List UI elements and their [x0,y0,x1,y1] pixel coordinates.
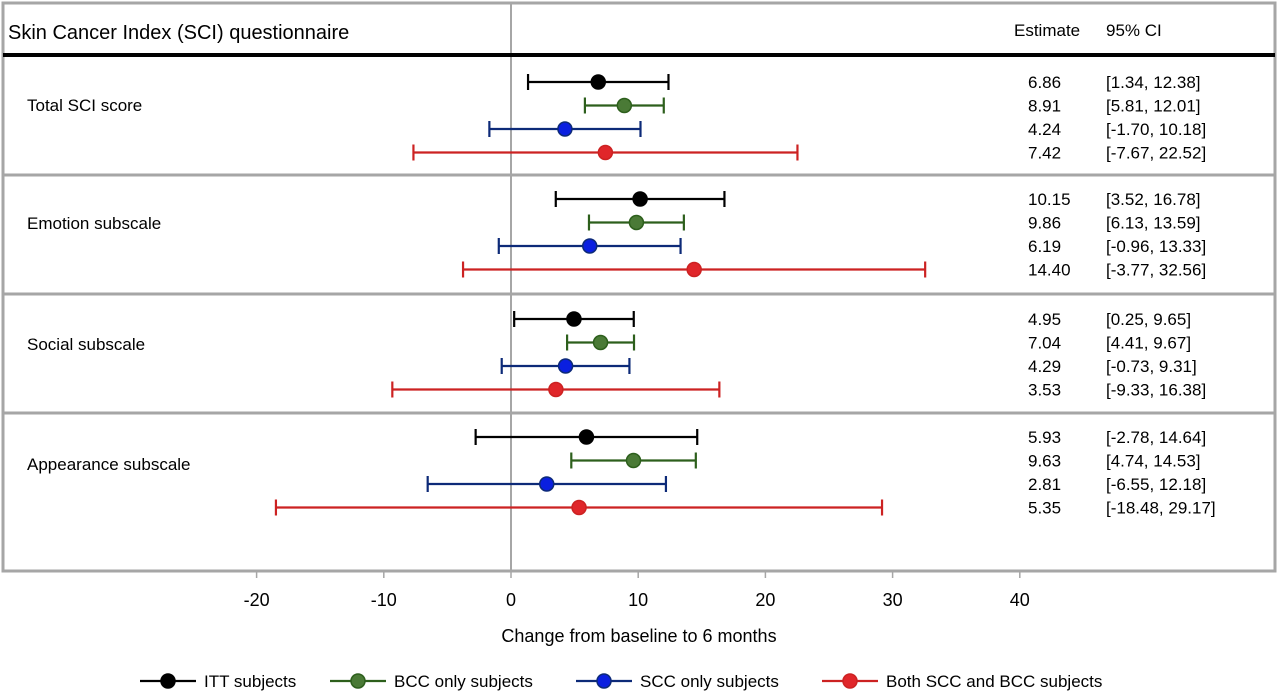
ci-value: [-7.67, 22.52] [1106,144,1206,163]
estimate-value: 4.24 [1028,120,1061,139]
estimate-point [632,191,648,207]
estimate-value: 6.19 [1028,237,1061,256]
estimate-point [616,97,633,114]
estimate-value: 7.42 [1028,144,1061,163]
estimate-point [566,311,582,327]
ci-value: [0.25, 9.65] [1106,310,1191,329]
legend: ITT subjects BCC only subjects SCC only su… [140,672,1102,691]
estimate-point [625,452,642,469]
legend-label: BCC only subjects [394,672,533,691]
estimate-value: 5.35 [1028,499,1061,518]
legend-marker [350,673,366,689]
x-tick-label: 10 [628,590,648,610]
group-label-total: Total SCI score [27,96,142,115]
estimate-point [628,214,645,231]
legend-marker [160,673,176,689]
estimate-value: 9.86 [1028,214,1061,233]
estimate-value: 2.81 [1028,475,1061,494]
x-axis-ticks: -20 -10 0 10 20 30 40 [244,571,1030,610]
x-tick-label: 30 [883,590,903,610]
estimate-point [686,261,702,278]
estimate-header: Estimate [1014,21,1080,40]
ci-value: [-2.78, 14.64] [1106,428,1206,447]
ci-value: [3.52, 16.78] [1106,190,1201,209]
chart-title: Skin Cancer Index (SCI) questionnaire [8,22,349,44]
legend-marker [596,673,612,689]
estimate-point [590,74,607,90]
legend-label: Both SCC and BCC subjects [886,672,1102,691]
ci-header: 95% CI [1106,21,1162,40]
group-label-emotion: Emotion subscale [27,214,161,233]
estimate-point [597,144,614,161]
estimate-value: 14.40 [1028,261,1071,280]
ci-value: [4.74, 14.53] [1106,452,1201,471]
legend-marker [842,673,858,689]
ci-value: [-0.96, 13.33] [1106,237,1206,256]
estimate-point [557,121,573,137]
x-tick-label: 40 [1010,590,1030,610]
estimate-value: 10.15 [1028,190,1071,209]
legend-label: ITT subjects [204,672,296,691]
x-tick-label: -20 [244,590,270,610]
estimate-point [538,476,555,492]
ci-value: [6.13, 13.59] [1106,214,1201,233]
x-axis-label: Change from baseline to 6 months [501,626,776,646]
ci-value: [5.81, 12.01] [1106,97,1201,116]
ci-value: [1.34, 12.38] [1106,73,1201,92]
chart-marks: 6.86 [1.34, 12.38] 8.91 [5.81, 12.01] 4.24 [-… [274,73,1216,518]
x-tick-label: -10 [371,590,397,610]
estimate-point [548,381,564,398]
estimate-value: 8.91 [1028,97,1061,116]
group-label-social: Social subscale [27,335,145,354]
x-tick-label: 20 [755,590,775,610]
plot-frame [1,1,1277,573]
ci-value: [4.41, 9.67] [1106,334,1191,353]
estimate-value: 6.86 [1028,73,1061,92]
estimate-point [592,334,609,351]
ci-value: [-1.70, 10.18] [1106,120,1206,139]
estimate-value: 3.53 [1028,381,1061,400]
ci-value: [-18.48, 29.17] [1106,499,1216,518]
estimate-value: 4.29 [1028,357,1061,376]
ci-value: [-9.33, 16.38] [1106,381,1206,400]
ci-value: [-0.73, 9.31] [1106,357,1197,376]
estimate-point [557,358,574,374]
estimate-value: 9.63 [1028,452,1061,471]
estimate-point [571,499,587,516]
estimate-value: 5.93 [1028,428,1061,447]
estimate-point [581,238,598,254]
estimate-value: 4.95 [1028,310,1061,329]
group-label-appearance: Appearance subscale [27,455,191,474]
x-tick-label: 0 [506,590,516,610]
estimate-value: 7.04 [1028,334,1061,353]
ci-value: [-3.77, 32.56] [1106,261,1206,280]
ci-value: [-6.55, 12.18] [1106,475,1206,494]
legend-label: SCC only subjects [640,672,779,691]
estimate-point [578,429,595,445]
